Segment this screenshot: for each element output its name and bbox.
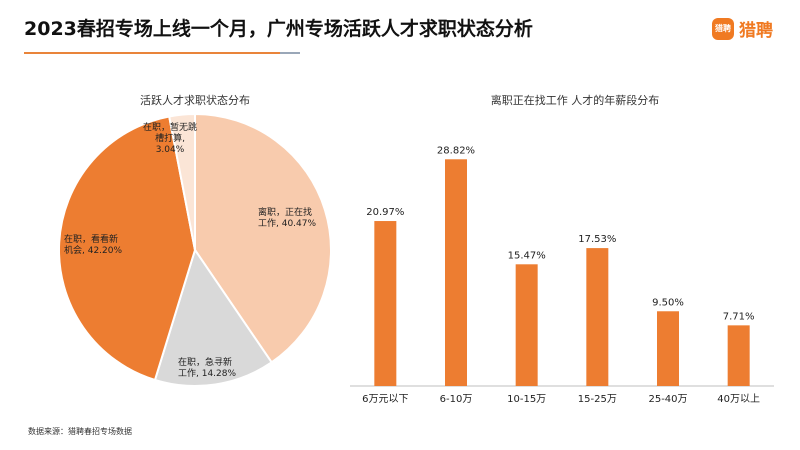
pie-slice-0: [194, 112, 332, 364]
pie-slice-3: [168, 112, 196, 251]
liepin-logo-icon: 猎聘: [712, 17, 734, 40]
bar-2: [515, 264, 538, 386]
bar-value-label-1: 28.82%: [437, 145, 475, 156]
x-tick-label-0: 6万元以下: [362, 394, 408, 405]
bar-chart-title: 离职正在找工作 人才的年薪段分布: [491, 93, 660, 107]
pie-slice-2: [58, 115, 197, 382]
x-tick-label-2: 10-15万: [507, 394, 546, 405]
bar-chart: 离职正在找工作 人才的年薪段分布 20.97% 6万元以下 28.82% 6-10万 1…: [350, 93, 774, 405]
liepin-logo-text: 猎聘: [739, 21, 773, 41]
x-tick-label-1: 6-10万: [440, 394, 473, 405]
title-underline: [24, 52, 280, 54]
bar-1: [445, 159, 467, 386]
pie-label-3: 在职，暂无跳槽打算, 3.04%: [143, 121, 197, 155]
bar-5: [727, 325, 750, 386]
bar-value-label-0: 20.97%: [366, 207, 404, 218]
bar-value-label-4: 9.50%: [652, 297, 684, 308]
data-source-note: 数据来源：猎聘春招专场数据: [28, 427, 132, 436]
pie-slice-1: [153, 247, 274, 387]
bar-value-label-2: 15.47%: [508, 250, 546, 261]
page-title: 2023春招专场上线一个月，广州专场活跃人才求职状态分析: [24, 18, 533, 40]
bar-value-label-3: 17.53%: [578, 234, 616, 245]
pie-chart: 活跃人才求职状态分布 离职，正在找工作, 40.47% 在职，急寻新工作, 14…: [58, 93, 332, 387]
liepin-logo: 猎聘 猎聘: [712, 16, 773, 41]
bar-4: [657, 311, 679, 386]
bar-3: [586, 248, 609, 386]
x-tick-label-5: 40万以上: [717, 393, 760, 405]
title-underline-accent: [280, 52, 300, 54]
bar-value-label-5: 7.71%: [723, 311, 755, 322]
x-tick-label-3: 15-25万: [578, 394, 617, 405]
pie-label-1: 在职，急寻新工作, 14.28%: [178, 356, 236, 379]
pie-chart-title: 活跃人才求职状态分布: [140, 93, 250, 107]
x-tick-label-4: 25-40万: [648, 394, 687, 405]
pie-label-0: 离职，正在找工作, 40.47%: [258, 206, 316, 229]
pie-label-2: 在职，看看新机会, 42.20%: [64, 233, 122, 256]
bar-0: [374, 221, 397, 386]
